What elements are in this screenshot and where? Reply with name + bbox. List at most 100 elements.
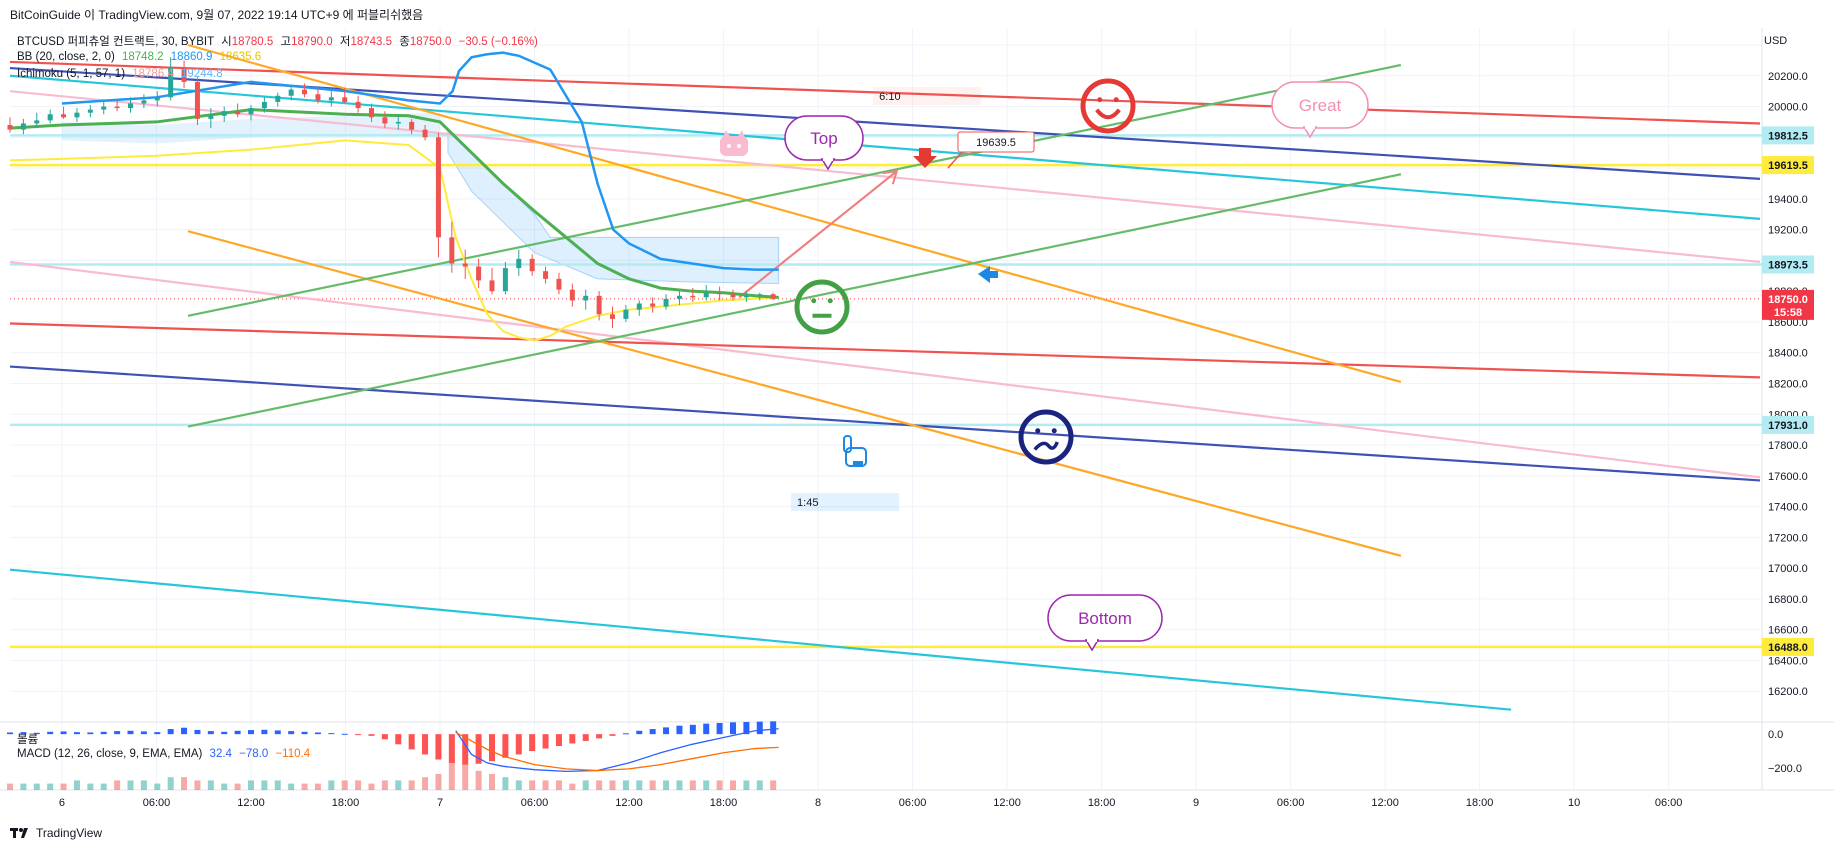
price-callout-box (957, 131, 1035, 153)
price-badge-bg (1762, 126, 1814, 145)
price-callout-pointer (947, 151, 963, 169)
measure-box-top (873, 87, 982, 105)
price-badge: 17931.0 (1762, 415, 1814, 434)
legend-macd-hist: −110.4 (275, 748, 311, 760)
macd-hist-bar (261, 729, 268, 735)
worried-face-icon (1018, 409, 1074, 465)
candle-body (87, 109, 93, 113)
macd-hist-bar (649, 729, 656, 735)
macd-hist-bar (395, 734, 402, 745)
candle-body (275, 95, 281, 102)
price-badge: 18973.5 (1762, 255, 1814, 274)
volume-bar (381, 780, 388, 790)
candle-body (529, 258, 535, 272)
macd-hist-bar (462, 734, 469, 765)
macd-hist-bar (314, 732, 321, 735)
volume-bar (542, 780, 549, 790)
macd-hist-bar (703, 723, 710, 735)
tradingview-logo-icon (10, 828, 28, 838)
cat-icon-ear (737, 130, 746, 140)
macd-hist-bar (689, 724, 696, 735)
volume-bar (341, 780, 348, 790)
candle-body (435, 137, 441, 238)
legend-bb-basis: 18748.2 (122, 51, 164, 63)
trend-line (9, 74, 1761, 220)
cat-icon (720, 130, 748, 156)
macd-hist-bar (596, 734, 603, 739)
volume-bar (140, 780, 147, 790)
trend-line (9, 260, 1761, 479)
volume-bar (475, 770, 482, 790)
time-tick: 06:00 (1655, 797, 1683, 809)
legend-ichimoku-a: 18786.4 (132, 68, 174, 80)
macd-hist-bar (274, 730, 281, 735)
volume-bar (488, 774, 495, 790)
price-tick: 17200.0 (1768, 532, 1808, 544)
legend-macd-value: 32.4 (209, 748, 232, 760)
macd-hist-bar (716, 722, 723, 735)
legend-ichimoku-row[interactable]: Ichimoku (5, 1, 57, 1) 18786.4 19244.8 (17, 68, 223, 80)
volume-bar (127, 780, 134, 790)
price-tick: 17400.0 (1768, 502, 1808, 514)
trend-line (9, 365, 1761, 482)
price-tick: 16600.0 (1768, 625, 1808, 637)
legend-low: 저18743.5 (339, 36, 393, 48)
legend-ichimoku-label: Ichimoku (5, 1, 57, 1) (17, 68, 126, 80)
bubble-bottom-tail-mask (1087, 638, 1097, 642)
macd-hist-bar (100, 731, 107, 735)
cat-icon-eye (727, 144, 731, 148)
trend-line (9, 568, 1512, 711)
candle-body (556, 278, 562, 290)
candle-body (181, 68, 187, 82)
candle-body (101, 106, 107, 110)
macd-hist-bar (355, 734, 362, 736)
volume-bar (636, 780, 643, 790)
macd-hist-bar (515, 734, 522, 755)
legend-bb-row[interactable]: BB (20, close, 2, 0) 18748.2 18860.9 186… (17, 51, 261, 63)
candle-body (34, 120, 40, 124)
bubble-bottom: Bottom (1047, 594, 1163, 652)
bubble-great-shape (1271, 81, 1369, 129)
time-tick: 6 (59, 797, 65, 809)
legend-macd-label: MACD (12, 26, close, 9, EMA, EMA) (17, 748, 203, 760)
macd-hist-bar (247, 730, 254, 735)
price-tick: 16400.0 (1768, 655, 1808, 667)
tradingview-brand: TradingView (36, 826, 103, 840)
worried-face-icon-eye (1051, 428, 1057, 434)
candle-body (596, 295, 602, 315)
worried-face-icon-mouth (1033, 441, 1059, 451)
tradingview-footer[interactable]: TradingView (10, 826, 102, 840)
macd-hist-bar (288, 731, 295, 735)
price-badge-label: 16488.0 (1768, 642, 1808, 654)
macd-hist-bar (729, 722, 736, 735)
macd-hist-bar (33, 732, 40, 735)
macd-histogram (7, 721, 777, 765)
volume-bar (167, 777, 174, 790)
macd-hist-bar (475, 734, 482, 764)
cat-icon-eye (737, 144, 741, 148)
price-tick: 19400.0 (1768, 194, 1808, 206)
macd-hist-bar (435, 734, 442, 760)
legend-open: 시18780.5 (221, 36, 274, 48)
price-badge-label: 19619.5 (1768, 160, 1808, 172)
volume-bar (73, 780, 80, 790)
publish-header: BitCoinGuide 이 TradingView.com, 9월 07, 2… (10, 8, 424, 22)
measure-top-label: 6:10 (879, 91, 900, 103)
volume-bar (448, 761, 455, 790)
happy-face-icon-ring (1080, 78, 1136, 134)
candles (7, 57, 776, 329)
volume-bar (555, 780, 562, 790)
macd-hist-bar (207, 731, 214, 735)
candle-body (208, 115, 214, 119)
legend-volume-row[interactable]: 볼륨 (17, 731, 38, 747)
worried-face-icon-ring (1018, 409, 1074, 465)
volume-bar (649, 780, 656, 790)
price-tick: 20000.0 (1768, 102, 1808, 114)
macd-hist-bar (127, 730, 134, 735)
time-tick: 18:00 (1466, 797, 1494, 809)
bubble-great-tail-mask (1305, 125, 1315, 129)
legend-macd-row[interactable]: MACD (12, 26, close, 9, EMA, EMA) 32.4 −… (17, 748, 310, 760)
macd-hist-bar (7, 732, 13, 735)
candle-body (543, 271, 549, 279)
